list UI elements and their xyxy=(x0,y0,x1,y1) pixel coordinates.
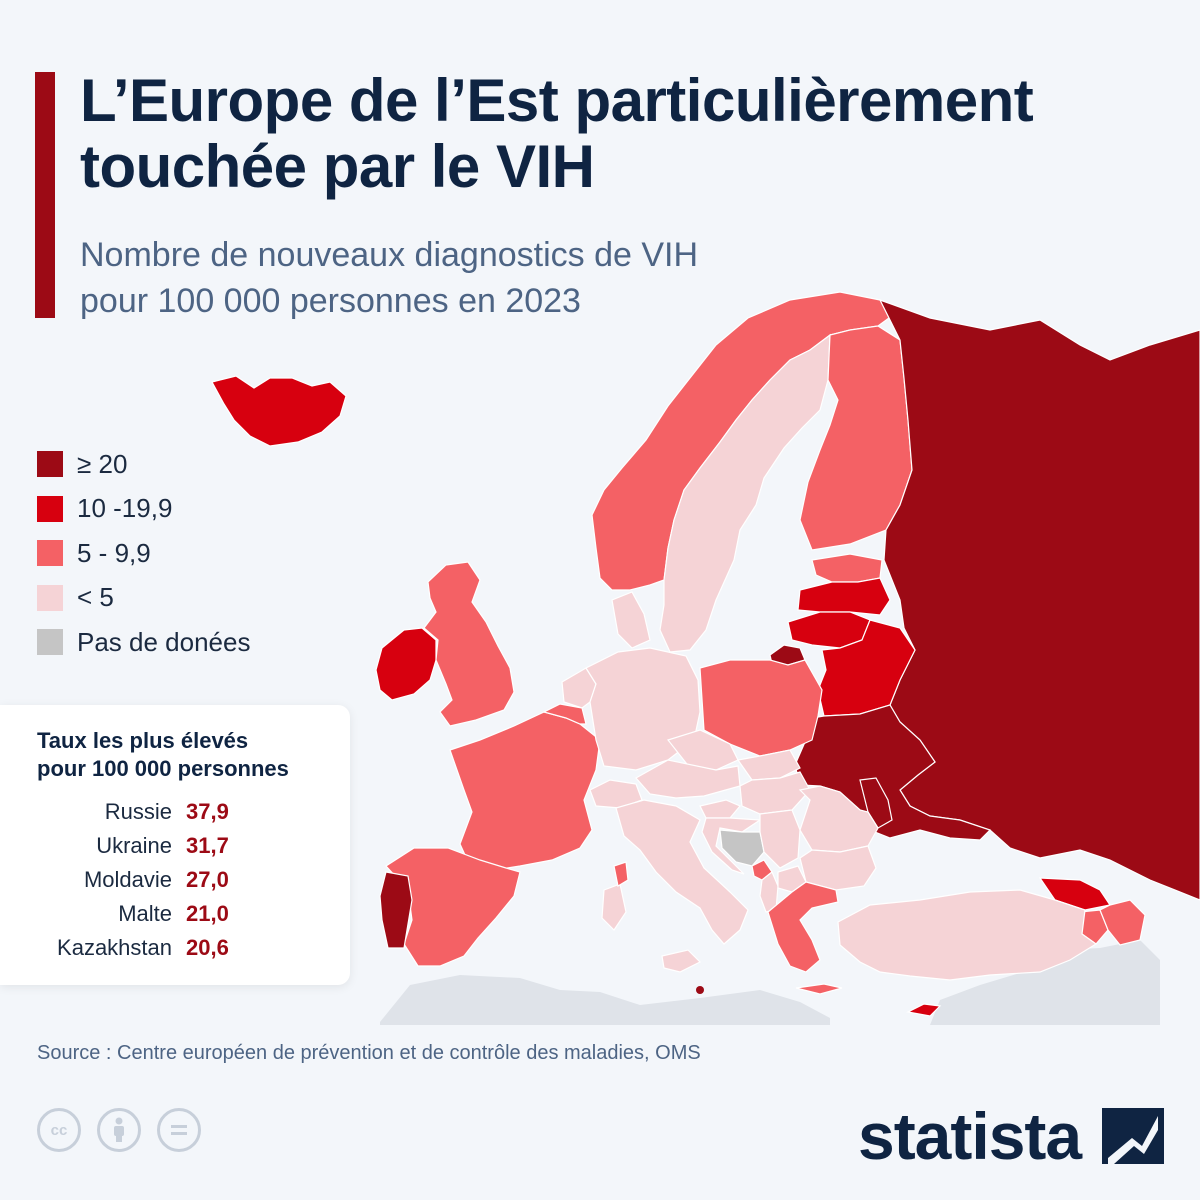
statista-logo-text[interactable]: statista xyxy=(858,1099,1082,1173)
region-serbie xyxy=(759,809,801,869)
region-suede xyxy=(659,333,831,653)
legend-swatch xyxy=(37,584,63,611)
legend-item-medium: 5 - 9,9 xyxy=(37,531,250,576)
region-croatie xyxy=(701,817,762,875)
legend-item-low: < 5 xyxy=(37,576,250,621)
region-turquie xyxy=(837,889,1098,981)
subtitle-line-2: pour 100 000 personnes en 2023 xyxy=(80,282,581,320)
region-finlande xyxy=(799,325,913,551)
page-subtitle: Nombre de nouveaux diagnostics de VIH po… xyxy=(80,232,880,324)
region-espagne xyxy=(385,847,521,967)
highest-rates-title: Taux les plus élevés pour 100 000 person… xyxy=(37,727,347,783)
legend-swatch xyxy=(37,540,63,567)
legend-label: 5 - 9,9 xyxy=(77,537,151,568)
legend-swatch xyxy=(37,629,63,656)
region-italie xyxy=(615,799,749,945)
region-north-africa xyxy=(380,975,830,1025)
region-islande xyxy=(211,375,347,447)
region-grece xyxy=(767,881,839,973)
region-sicile xyxy=(661,949,702,973)
legend-label: Pas de donées xyxy=(77,626,251,657)
region-crete xyxy=(795,983,843,995)
rate-value: 20,6 xyxy=(186,935,229,960)
legend-swatch xyxy=(37,451,63,478)
rate-value: 27,0 xyxy=(186,867,229,892)
attribution-icon[interactable] xyxy=(97,1108,141,1152)
region-portugal xyxy=(379,871,413,949)
legend-label: ≥ 20 xyxy=(77,448,128,479)
highest-rates-title-line-1: Taux les plus élevés xyxy=(37,728,249,753)
region-sardaigne xyxy=(601,883,627,931)
rate-country: Malte xyxy=(118,901,172,926)
page-title: L’Europe de l’Est particulièrement touch… xyxy=(80,68,1180,200)
region-roumanie xyxy=(798,785,879,853)
region-france xyxy=(449,711,601,871)
rate-country: Moldavie xyxy=(83,867,172,892)
title-line-1: L’Europe de l’Est particulièrement xyxy=(80,67,1034,134)
rate-value: 21,0 xyxy=(186,901,229,926)
region-malte xyxy=(696,986,704,994)
title-line-2: touchée par le VIH xyxy=(80,133,595,200)
region-chypre xyxy=(906,1003,942,1017)
statista-logo-icon[interactable] xyxy=(1102,1108,1164,1164)
legend-swatch xyxy=(37,495,63,522)
title-accent-bar xyxy=(35,72,55,318)
region-danemark xyxy=(611,591,651,649)
legend-item-no-data: Pas de donées xyxy=(37,620,250,665)
rate-row: Moldavie 27,0 xyxy=(0,867,330,901)
region-estonie xyxy=(811,553,883,583)
region-corse xyxy=(613,861,629,887)
cc-icon[interactable]: cc xyxy=(37,1108,81,1152)
subtitle-line-1: Nombre de nouveaux diagnostics de VIH xyxy=(80,236,699,274)
no-derivatives-icon[interactable] xyxy=(157,1108,201,1152)
region-belgique xyxy=(542,703,587,725)
rate-value: 31,7 xyxy=(186,833,229,858)
region-slovenie xyxy=(699,799,741,819)
legend-label: 10 -19,9 xyxy=(77,493,173,524)
rate-row: Russie 37,9 xyxy=(0,799,330,833)
rate-country: Ukraine xyxy=(96,833,172,858)
region-lettonie xyxy=(797,577,891,616)
rate-row: Kazakhstan 20,6 xyxy=(0,935,330,969)
rate-row: Malte 21,0 xyxy=(0,901,330,935)
legend-label: < 5 xyxy=(77,582,114,613)
rate-value: 37,9 xyxy=(186,799,229,824)
rate-country: Kazakhstan xyxy=(57,935,172,960)
source-note: Source : Centre européen de prévention e… xyxy=(37,1042,701,1064)
legend-item-very-high: ≥ 20 xyxy=(37,442,250,487)
region-irlande xyxy=(375,627,437,701)
region-middle-east xyxy=(930,940,1160,1025)
rate-row: Ukraine 31,7 xyxy=(0,833,330,867)
region-azerbaidjan xyxy=(1099,899,1146,946)
license-icons: cc xyxy=(37,1108,201,1152)
region-royaume-uni xyxy=(423,561,515,727)
region-bosnie xyxy=(719,829,765,867)
highest-rates-title-line-2: pour 100 000 personnes xyxy=(37,756,289,781)
map-legend: ≥ 20 10 -19,9 5 - 9,9 < 5 Pas de donées xyxy=(37,442,250,665)
rate-country: Russie xyxy=(104,799,172,824)
legend-item-high: 10 -19,9 xyxy=(37,487,250,532)
highest-rates-card: Taux les plus élevés pour 100 000 person… xyxy=(0,705,350,985)
region-russie xyxy=(878,298,1200,901)
